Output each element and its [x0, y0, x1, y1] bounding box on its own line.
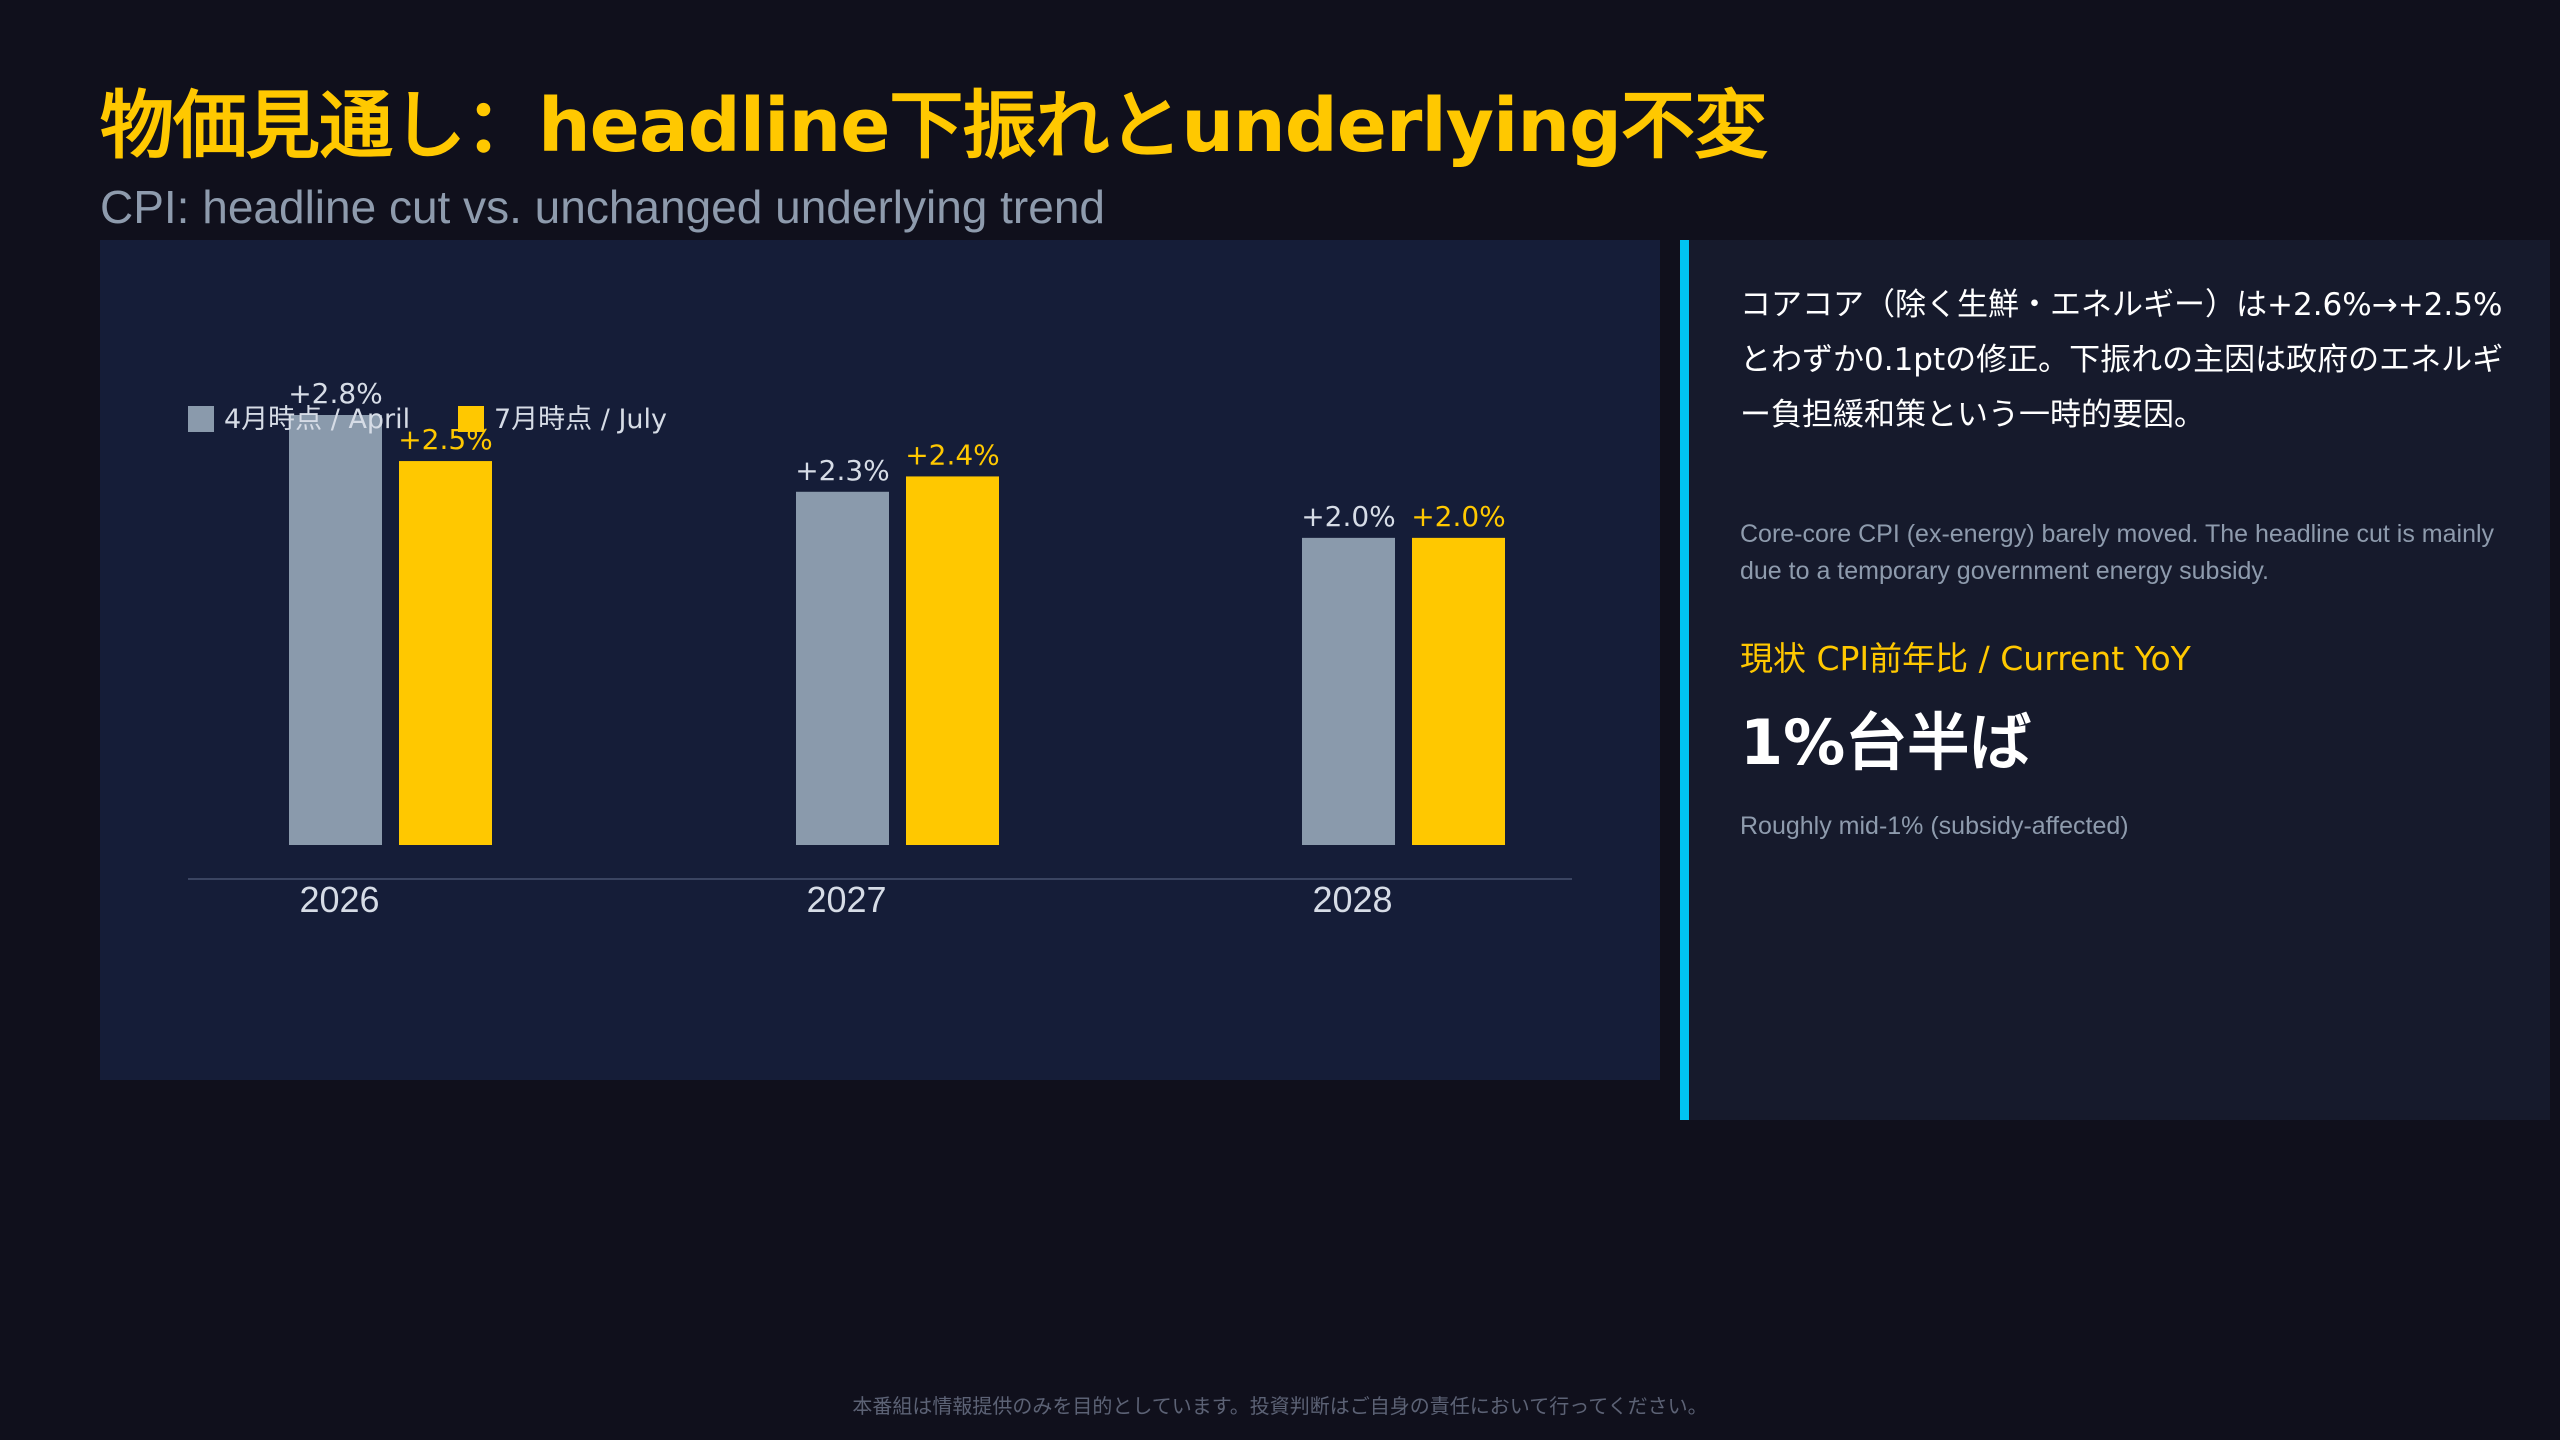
- bar-2028-april: [1302, 537, 1395, 845]
- chart-panel: +2.8% +2.5% 2026 +2.3% +2.4% 2027 +2.0% +2.0% 20…: [100, 240, 1660, 1080]
- bar-2028-july: [1412, 537, 1505, 845]
- data-label-2028-april: +2.0%: [1301, 500, 1396, 533]
- commentary-panel: コアコア（除く生鮮・エネルギー）は+2.6%→+2.5%とわずか0.1ptの修正…: [1680, 240, 2550, 1120]
- commentary-en: Core-core CPI (ex-energy) barely moved. …: [1740, 520, 2495, 585]
- bar-2026-july: [399, 461, 492, 845]
- commentary-jp: コアコア（除く生鮮・エネルギー）は+2.6%→+2.5%とわずか0.1ptの修正…: [1740, 287, 2504, 433]
- current-yoy-note: Roughly mid-1% (subsidy-affected): [1740, 812, 2129, 840]
- cpi-bar-chart: +2.8%+2.5%2026+2.3% +2.4%2027+2.0% +2.0%20…: [188, 377, 1572, 920]
- legend-swatch-july: [458, 406, 484, 432]
- bar-2027-april: [796, 491, 889, 845]
- x-tick-label-2027: 2027: [806, 879, 886, 920]
- data-label-2028-july: +2.0%: [1411, 500, 1506, 533]
- x-tick-label-2026: 2026: [299, 879, 379, 920]
- legend-label-april: 4月時点 / April: [224, 404, 410, 435]
- page-title: 物価見通し：headline下振れとunderlying不変: [100, 83, 1768, 169]
- current-yoy-label: 現状 CPI前年比 / Current YoY: [1740, 639, 2191, 678]
- data-label-2027-july: +2.4%: [905, 438, 1000, 471]
- x-tick-label-2028: 2028: [1312, 879, 1392, 920]
- data-label-2026-april: +2.8%: [288, 377, 383, 410]
- bar-2026-april: [289, 415, 382, 845]
- legend-swatch-april: [188, 406, 214, 432]
- data-label-2027-april: +2.3%: [795, 454, 890, 487]
- current-yoy-value: 1%台半ば: [1740, 706, 2032, 779]
- bar-2027-july: [906, 476, 999, 845]
- page-subtitle: CPI: headline cut vs. unchanged underlyi…: [100, 181, 1105, 233]
- disclaimer: 本番組は情報提供のみを目的としています。投資判断はご自身の責任において行ってくだ…: [852, 1394, 1708, 1418]
- legend-label-july: 7月時点 / July: [494, 404, 667, 435]
